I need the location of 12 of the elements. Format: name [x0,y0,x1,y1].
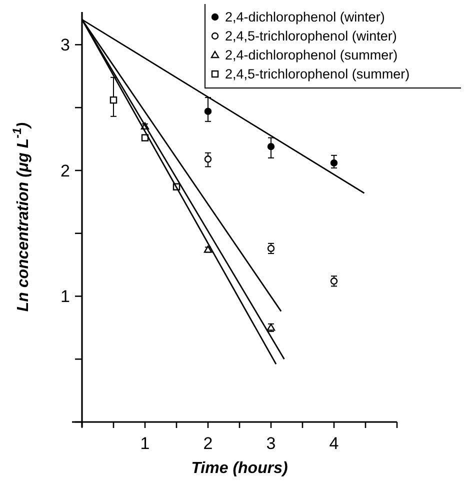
x-tick-label: 4 [329,434,339,453]
x-tick-label: 2 [203,434,213,453]
legend-label: 2,4,5-trichlorophenol (summer) [225,66,410,82]
y-tick-label: 1 [60,287,70,306]
x-tick-label: 1 [140,434,150,453]
legend-label: 2,4-dichlorophenol (winter) [225,10,385,25]
legend-label: 2,4-dichlorophenol (summer) [225,48,398,63]
y-tick-label: 3 [60,36,70,55]
x-tick-label: 3 [266,434,276,453]
y-tick-label: 2 [60,161,70,180]
x-axis-title: Time (hours) [191,460,288,477]
legend-label: 2,4,5-trichlorophenol (winter) [225,28,397,44]
